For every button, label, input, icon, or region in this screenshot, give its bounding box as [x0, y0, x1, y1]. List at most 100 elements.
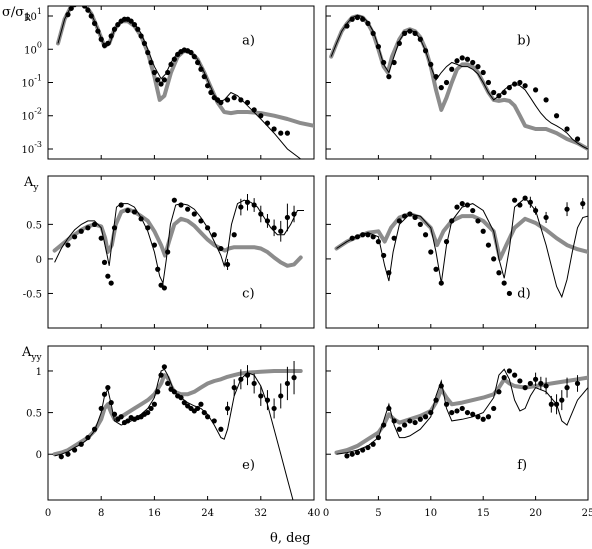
data-point: [370, 30, 376, 36]
data-point: [108, 33, 114, 39]
panel-label: a): [242, 33, 255, 48]
x-tick-label: 40: [308, 508, 321, 519]
data-point: [188, 49, 194, 56]
data-point: [396, 218, 402, 224]
data-point: [131, 22, 138, 28]
data-point: [171, 197, 177, 203]
data-point: [496, 389, 502, 395]
data-point: [218, 245, 224, 252]
gray-curve: [52, 369, 303, 457]
data-point: [178, 395, 184, 401]
data-point: [349, 235, 355, 241]
data-point: [522, 83, 528, 89]
data-point: [271, 126, 277, 132]
data-point: [108, 280, 114, 286]
panel-frame: [47, 175, 315, 329]
data-point: [512, 81, 518, 87]
data-point: [480, 416, 486, 422]
panel-a: 101 100 10-1 10-2 10-3 a): [21, 0, 315, 160]
data-point: [512, 372, 518, 378]
data-point: [145, 49, 151, 56]
data-point: [391, 235, 397, 241]
data-point: [208, 89, 214, 96]
data-point: [111, 225, 118, 231]
data-point: [158, 81, 164, 87]
data-point: [198, 218, 204, 224]
data-point: [459, 405, 465, 412]
data-point: [365, 20, 371, 26]
data-point: [91, 20, 98, 26]
data-point: [422, 232, 429, 238]
panel-frame: [47, 5, 315, 160]
y-tick-label: 10-2: [21, 107, 42, 123]
data-point: [553, 401, 560, 407]
plot-area: [329, 14, 588, 151]
panel-label: f): [517, 458, 527, 473]
x-tick-label: 20: [529, 508, 542, 519]
data-point: [443, 401, 450, 407]
x-tick-label: 10: [424, 508, 437, 519]
data-point: [81, 6, 88, 9]
data-point: [72, 6, 77, 8]
panel-f: f): [325, 345, 589, 501]
data-point: [402, 213, 408, 219]
data-point: [543, 214, 549, 221]
data-point: [244, 372, 251, 378]
data-point: [198, 66, 204, 72]
data-point: [85, 434, 91, 441]
data-point: [75, 0, 80, 5]
data-point: [65, 451, 71, 457]
data-point: [417, 36, 423, 42]
data-point: [118, 414, 124, 420]
data-point: [78, 228, 84, 234]
data-point: [349, 16, 355, 22]
data-point: [258, 393, 264, 399]
data-point: [485, 79, 492, 86]
data-point: [574, 380, 581, 387]
data-point: [538, 380, 544, 387]
data-point: [522, 195, 528, 201]
data-point: [205, 225, 211, 231]
data-point: [443, 239, 450, 245]
x-tick-label: 5: [375, 508, 381, 519]
panel-c: 0.5 0 -0.5 c): [23, 175, 315, 329]
x-tick-label: 0: [323, 508, 329, 519]
data-point: [79, 1, 84, 6]
data-point: [412, 30, 418, 36]
data-point: [480, 69, 486, 76]
data-point: [375, 434, 381, 441]
ylabel-ay: Ay: [23, 175, 39, 193]
x-tick-label: 24: [201, 508, 214, 519]
data-point: [475, 64, 481, 70]
data-point: [496, 93, 502, 99]
data-point: [485, 242, 492, 248]
data-point: [527, 380, 533, 387]
data-point: [470, 59, 476, 66]
data-point: [125, 207, 131, 214]
panel-e: 1 0.5 0 e): [26, 345, 315, 501]
panel-frame: [47, 345, 315, 501]
data-point: [428, 61, 434, 68]
data-point: [98, 36, 104, 42]
data-point: [278, 228, 284, 234]
y-tick-label: 10-1: [21, 74, 42, 90]
data-point: [344, 453, 350, 459]
data-point: [151, 401, 157, 407]
data-point: [258, 211, 264, 217]
data-point: [205, 83, 211, 89]
data-point: [251, 202, 257, 208]
data-point: [171, 56, 177, 62]
data-point: [105, 273, 111, 279]
ylabel-ayy: Ayy: [21, 345, 42, 363]
data-point: [118, 202, 124, 208]
data-point: [161, 364, 167, 370]
data-point: [412, 214, 418, 221]
data-point: [485, 414, 492, 420]
data-point: [501, 280, 507, 286]
data-point: [155, 266, 161, 272]
data-point: [428, 249, 434, 255]
data-point: [145, 409, 151, 416]
data-point: [105, 40, 111, 46]
data-point: [238, 376, 244, 382]
data-point: [501, 89, 507, 96]
